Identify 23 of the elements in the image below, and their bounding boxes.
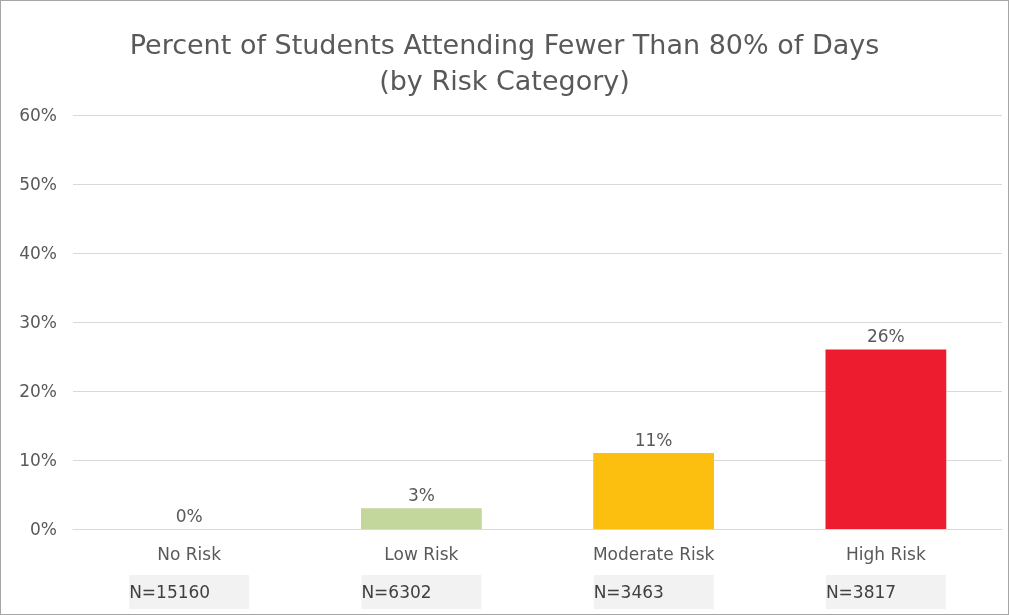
y-tick-label: 0% [30,519,57,539]
text: N=6302 [361,582,432,602]
text: N=15160 [129,582,211,602]
data-label: 3% [407,484,435,505]
chart-title: Percent of Students Attending Fewer Than 80% of Days (by Risk Category) [129,28,880,96]
y-tick-label: 50% [19,174,57,194]
x-tick-label: No Risk [157,543,222,564]
bar [593,453,715,529]
x-tick-label: High Risk [846,543,926,564]
data-label: 0% [175,505,203,526]
data-label: 26% [866,326,905,347]
text: N=3817 [825,582,897,602]
y-tick-label: 20% [19,381,57,401]
x-tick-label: Moderate Risk [592,543,715,564]
text: N=3463 [593,582,664,602]
y-tick-label: 60% [19,105,57,125]
bar [825,349,947,529]
x-tick-label: Low Risk [384,543,459,564]
bar [360,508,482,529]
data-label: 11% [634,429,673,450]
y-tick-label: 10% [19,450,57,470]
y-tick-label: 30% [19,312,57,332]
y-tick-label: 40% [19,243,57,263]
